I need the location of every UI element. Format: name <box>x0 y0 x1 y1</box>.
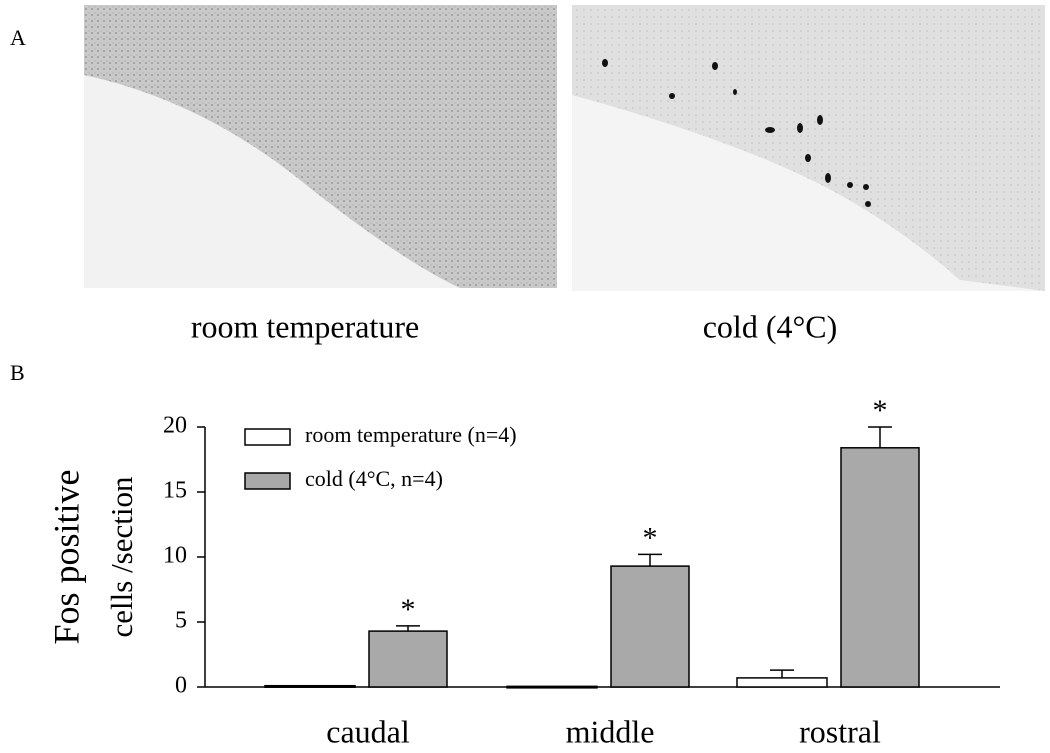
micrograph <box>572 5 1045 291</box>
image-caption: cold (4°C) <box>703 308 838 344</box>
bar <box>368 630 448 688</box>
y-tick-label: 20 <box>163 413 187 439</box>
y-axis-label: Fos positive <box>46 469 86 644</box>
legend-label: cold (4°C, n=4) <box>305 466 443 491</box>
bar <box>506 685 598 689</box>
panel-label: A <box>10 25 26 50</box>
image-caption: room temperature <box>191 308 419 344</box>
significance-marker: * <box>643 521 658 554</box>
legend-label: room temperature (n=4) <box>305 422 517 447</box>
y-tick-label: 10 <box>163 543 187 569</box>
significance-marker: * <box>401 593 416 626</box>
y-tick-label: 5 <box>175 608 187 634</box>
bar <box>736 677 828 688</box>
x-tick-label: rostral <box>799 713 881 749</box>
panel-label: B <box>10 360 25 385</box>
y-tick-label: 15 <box>163 478 187 504</box>
bar <box>840 447 920 688</box>
x-tick-label: middle <box>566 713 655 749</box>
y-axis-label: cells /section <box>104 476 139 637</box>
bar <box>610 565 690 688</box>
legend-swatch <box>244 428 291 446</box>
micrograph <box>84 5 557 288</box>
significance-marker: * <box>873 394 888 427</box>
legend-swatch <box>244 472 291 490</box>
y-tick-label: 0 <box>175 673 187 699</box>
x-tick-label: caudal <box>326 713 410 749</box>
bar <box>264 684 356 688</box>
